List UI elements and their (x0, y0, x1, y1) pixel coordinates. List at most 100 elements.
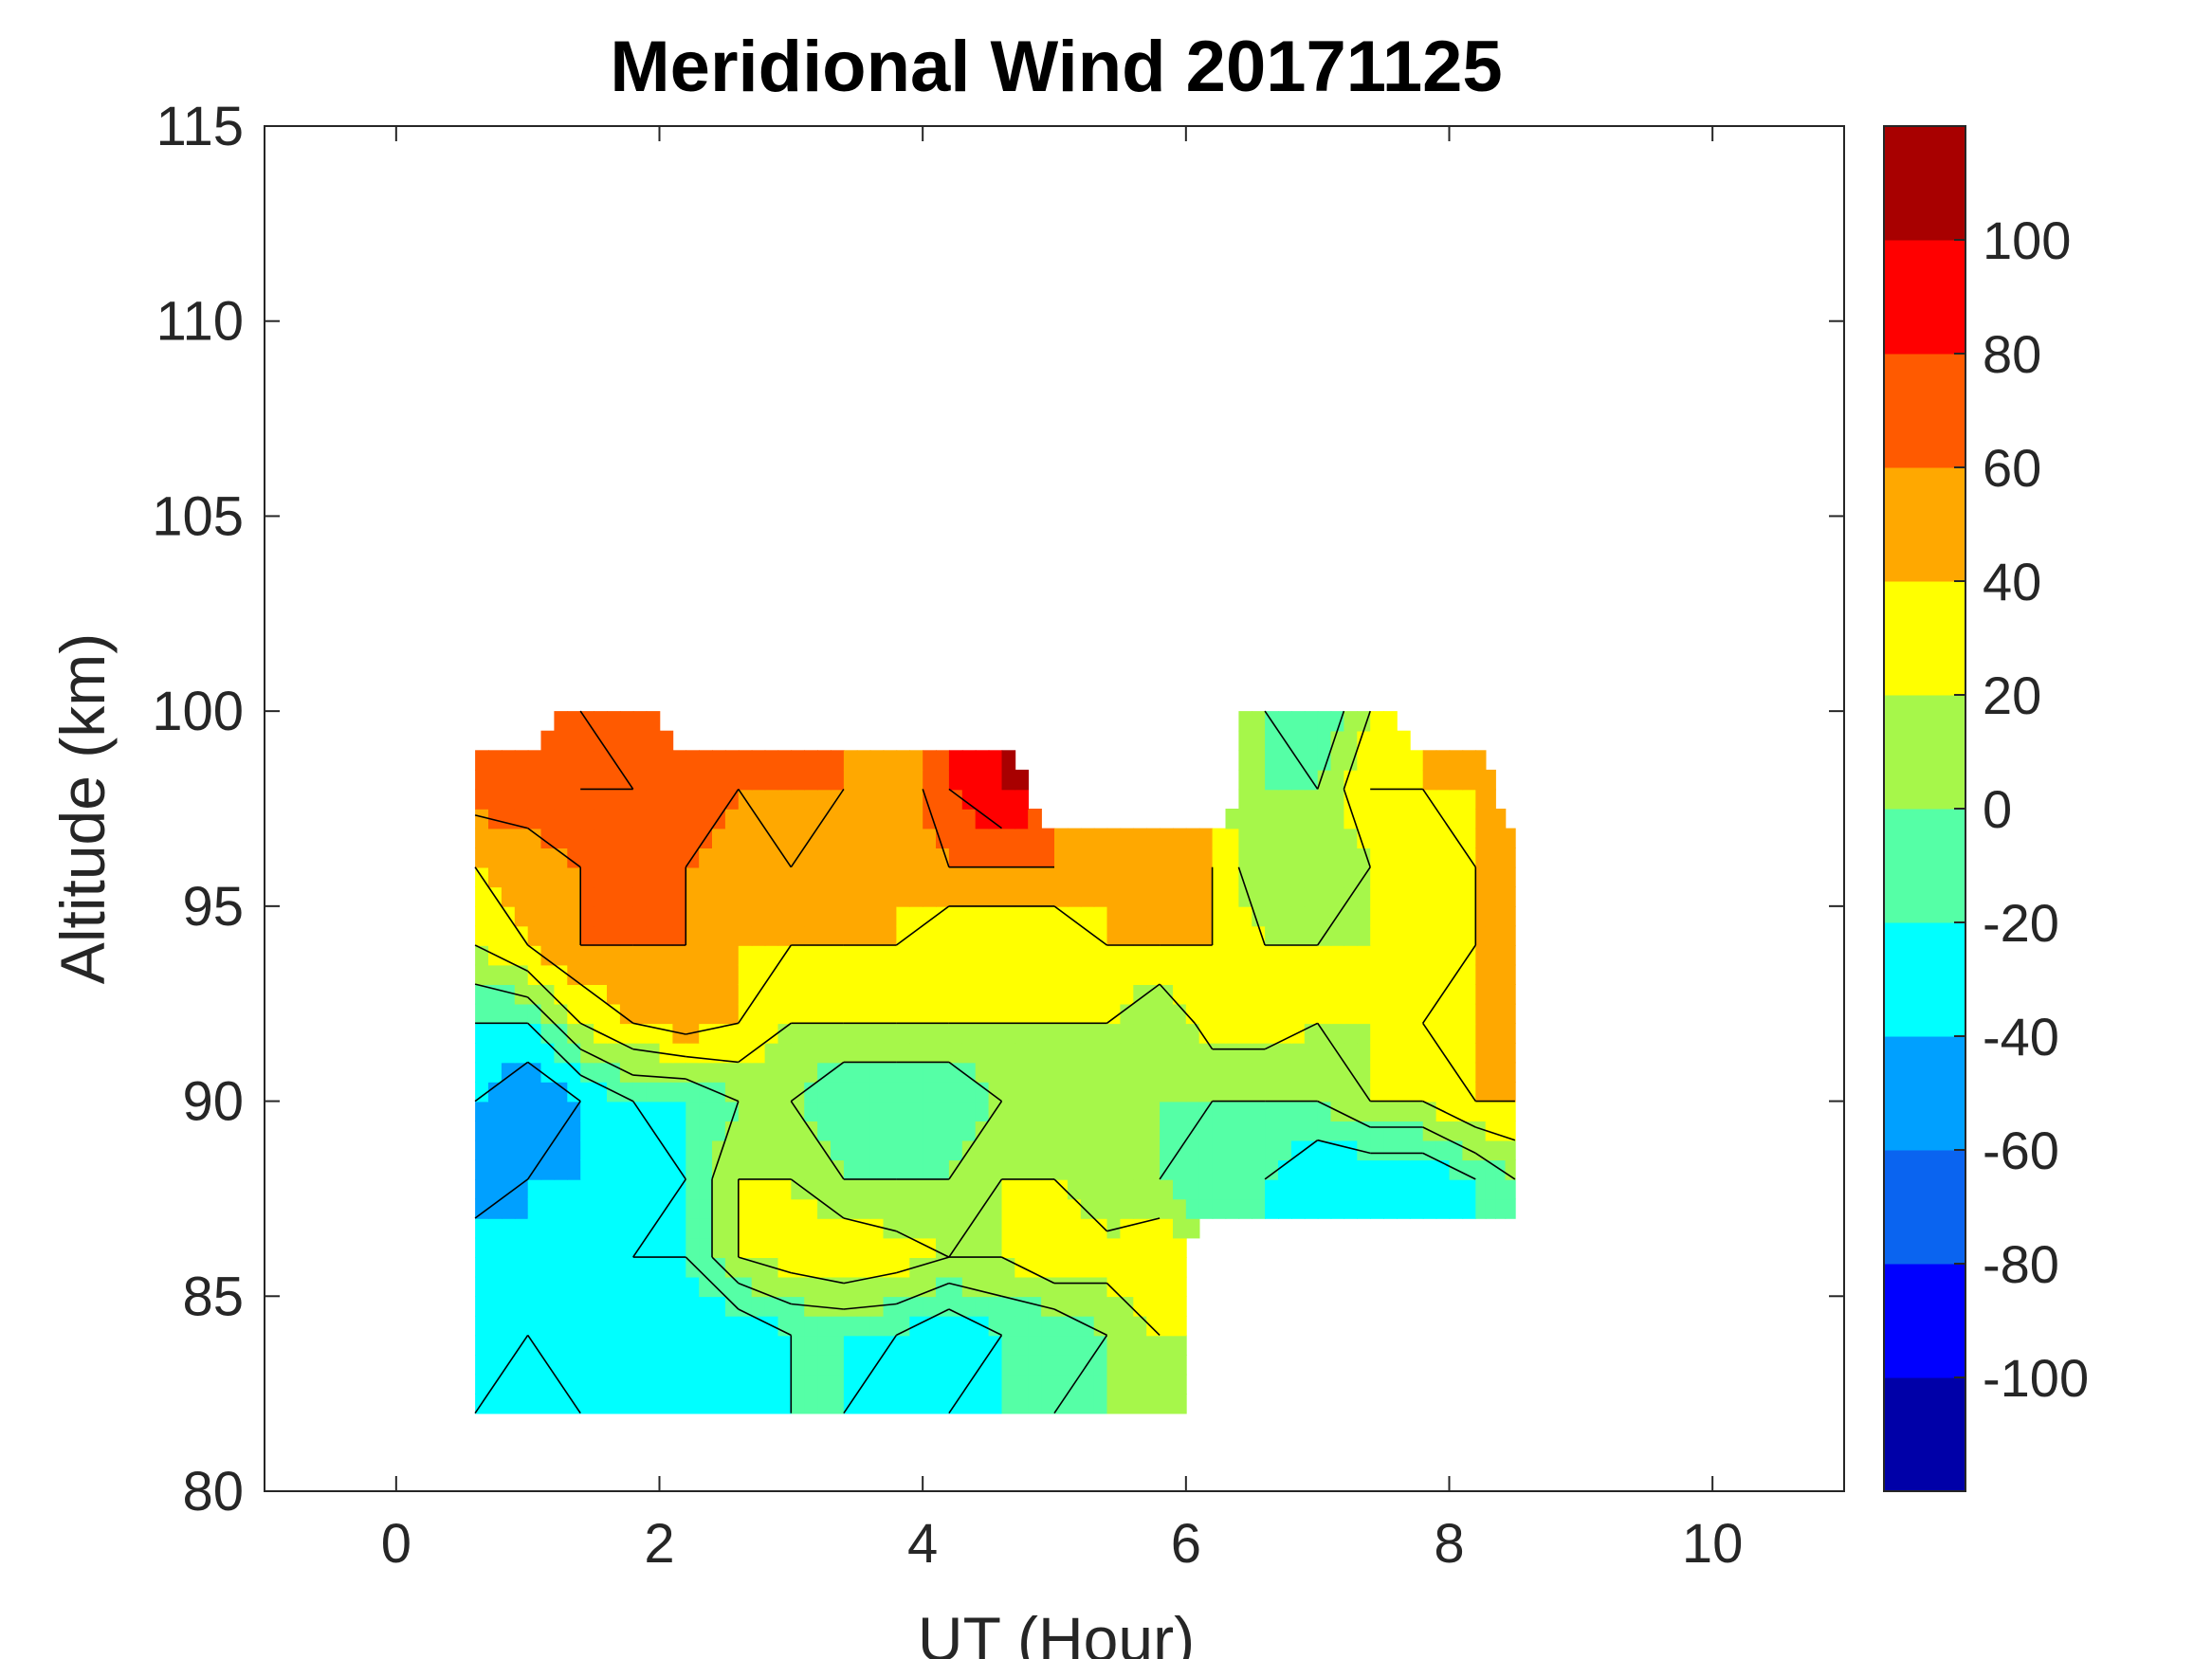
wind-cell (1160, 1198, 1174, 1219)
wind-cell (1225, 1062, 1240, 1083)
wind-cell (1357, 945, 1371, 966)
wind-cell (1225, 1003, 1240, 1025)
wind-cell (1212, 1139, 1227, 1161)
colorbar-bin (1884, 126, 1965, 241)
wind-cell (1265, 1178, 1279, 1200)
wind-cell (831, 848, 845, 868)
wind-cell (1422, 945, 1437, 966)
wind-cell (699, 1121, 713, 1141)
wind-cell (475, 1218, 489, 1239)
wind-cell (831, 1335, 845, 1356)
wind-cell (1238, 1003, 1253, 1025)
wind-cell (843, 1276, 858, 1298)
wind-cell (1238, 1159, 1253, 1180)
contour-segment (790, 1101, 845, 1180)
wind-cell (646, 1042, 661, 1064)
wind-cell (514, 750, 529, 771)
wind-cell (1106, 1159, 1122, 1180)
wind-cell (1344, 1042, 1359, 1064)
wind-cell (646, 1082, 661, 1103)
wind-cell (896, 1335, 911, 1356)
wind-cell (488, 1101, 503, 1121)
contour-segment (632, 1022, 686, 1035)
wind-cell (975, 1023, 990, 1044)
wind-cell (527, 1023, 542, 1044)
wind-cell (1344, 945, 1359, 966)
wind-cell (1344, 1023, 1359, 1044)
wind-cell (646, 1335, 661, 1356)
wind-cell (712, 828, 726, 848)
wind-cell (1080, 1121, 1095, 1141)
wind-cell (672, 750, 687, 771)
wind-cell (1120, 1394, 1135, 1414)
wind-cell (856, 1101, 871, 1121)
wind-cell (607, 905, 621, 927)
wind-cell (909, 964, 923, 985)
wind-cell (659, 750, 674, 771)
wind-cell (1357, 905, 1371, 927)
wind-cell (1093, 1101, 1108, 1121)
wind-cell (948, 750, 963, 771)
wind-cell (883, 1178, 898, 1200)
wind-cell (961, 1276, 977, 1298)
wind-cell (1462, 984, 1477, 1005)
wind-cell (580, 1257, 594, 1278)
wind-cell (988, 886, 1003, 907)
wind-cell (686, 1394, 700, 1414)
wind-cell (514, 1276, 529, 1298)
wind-cell (856, 866, 871, 888)
wind-cell (540, 809, 556, 830)
wind-cell (1370, 1023, 1384, 1044)
wind-cell (883, 828, 898, 848)
wind-cell (1185, 1218, 1200, 1239)
wind-cell (514, 809, 529, 830)
wind-cell (1505, 1121, 1516, 1141)
wind-cell (699, 886, 713, 907)
wind-cell (923, 886, 937, 907)
wind-cell (501, 925, 516, 946)
wind-cell (540, 1296, 556, 1317)
wind-cell (1173, 866, 1187, 888)
wind-cell (961, 828, 977, 848)
wind-cell (632, 769, 648, 791)
wind-cell (948, 1335, 963, 1356)
wind-cell (594, 809, 608, 830)
wind-cell (936, 1218, 950, 1239)
wind-cell (1041, 1023, 1055, 1044)
wind-cell (1146, 886, 1161, 907)
wind-cell (1330, 1159, 1345, 1180)
wind-cell (594, 1374, 608, 1395)
wind-cell (856, 1237, 871, 1258)
wind-cell (843, 1082, 858, 1103)
wind-cell (488, 905, 503, 927)
wind-cell (1080, 1101, 1095, 1121)
wind-cell (751, 1023, 766, 1044)
wind-cell (1028, 1218, 1042, 1239)
wind-cell (804, 1276, 818, 1298)
wind-cell (804, 1394, 818, 1414)
wind-cell (1265, 1139, 1279, 1161)
wind-cell (961, 789, 977, 810)
wind-cell (501, 809, 516, 830)
wind-cell (712, 905, 726, 927)
wind-cell (540, 1003, 556, 1025)
wind-cell (1067, 1296, 1082, 1317)
wind-cell (988, 1218, 1003, 1239)
wind-cell (686, 1315, 700, 1337)
colorbar-bin (1884, 354, 1965, 468)
wind-cell (540, 789, 556, 810)
wind-cell (1357, 809, 1371, 830)
wind-cell (554, 750, 569, 771)
wind-cell (1495, 1198, 1507, 1219)
wind-cell (1435, 848, 1451, 868)
wind-cell (554, 711, 569, 732)
contour-segment (1422, 1022, 1476, 1103)
wind-cell (686, 750, 700, 771)
wind-cell (1505, 1042, 1516, 1064)
wind-cell (554, 809, 569, 830)
wind-cell (896, 750, 911, 771)
wind-cell (540, 1335, 556, 1356)
wind-cell (1054, 1023, 1069, 1044)
